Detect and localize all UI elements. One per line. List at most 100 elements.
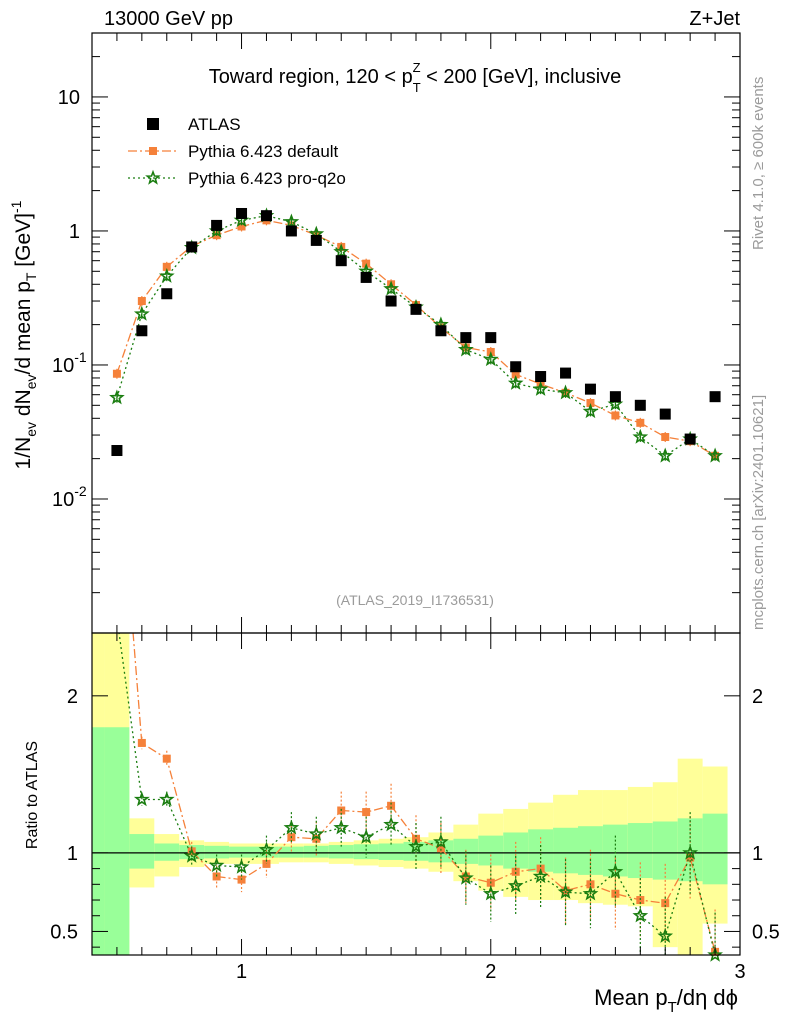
ratio-inner-band-bin [378, 843, 404, 860]
top-y-tick-label: 10-1 [52, 349, 87, 377]
mc-data-point [511, 370, 520, 379]
atlas-data-point [634, 399, 646, 411]
ratio-data-point [632, 907, 649, 923]
legend-label: Pythia 6.423 pro-q2o [188, 169, 346, 188]
ratio-data-point [611, 889, 620, 898]
mc-data-point [383, 280, 399, 296]
ratio-data-point [358, 828, 375, 844]
ratio-data-point [561, 886, 570, 895]
legend-marker [145, 169, 161, 185]
ratio-data-point [557, 883, 574, 899]
mc-data-point [657, 447, 674, 463]
atlas-data-point [535, 371, 547, 383]
atlas-data-point [410, 303, 422, 315]
ratio-data-point [383, 816, 399, 832]
ratio-data-point [607, 863, 624, 879]
ratio-data-point [258, 841, 275, 857]
legend-label: ATLAS [188, 115, 241, 134]
ratio-data-point [482, 885, 499, 901]
top-y-axis-label: 1/Nev dNev/d mean pT [GeV]-1 [8, 200, 39, 469]
ratio-data-point [457, 869, 474, 885]
x-axis-label: Mean pT/dη dϕ [594, 985, 738, 1016]
ratio-inner-band-bin [129, 834, 155, 869]
top-series-line [116, 215, 716, 457]
mc-data-point [137, 297, 146, 306]
ratio-data-point [436, 844, 445, 853]
top-y-tick-label: 10 [58, 87, 80, 109]
ratio-y-tick-label-left: 2 [67, 686, 78, 708]
mc-data-point [582, 403, 599, 419]
ratio-data-point [137, 738, 146, 747]
atlas-data-point [310, 234, 322, 246]
mc-data-point [457, 341, 474, 357]
ratio-data-point [707, 946, 723, 962]
ratio-inner-band-bin [204, 845, 230, 859]
legend-marker [149, 147, 157, 155]
mc-data-point [661, 433, 670, 442]
mc-data-point [586, 399, 595, 408]
ratio-inner-band-bin [702, 813, 728, 885]
ratio-y-tick-label-right: 0.5 [752, 921, 780, 943]
ratio-data-point [682, 844, 699, 860]
top-y-tick-exponent: -1 [74, 349, 87, 365]
top-series-line [116, 219, 716, 457]
top-y-tick-label: 10-2 [52, 483, 87, 511]
ratio-y-tick-label-left: 1 [67, 843, 78, 865]
mc-data-point [532, 380, 549, 396]
ratio-data-point [433, 833, 449, 849]
x-tick-label: 3 [734, 961, 745, 983]
mc-data-point [283, 213, 300, 229]
mc-data-point [158, 267, 175, 283]
mc-data-point [557, 384, 574, 400]
header-left-label: 13000 GeV pp [104, 8, 233, 30]
atlas-data-point [111, 445, 123, 457]
ratio-inner-band-bin [478, 835, 504, 866]
atlas-data-point [360, 271, 372, 283]
ratio-data-point [162, 754, 171, 763]
mc-data-point [237, 222, 246, 231]
mc-data-point [162, 262, 171, 271]
ratio-y-tick-label-right: 1 [752, 843, 763, 865]
mc-data-point [707, 447, 723, 463]
top-y-tick-label: 1 [69, 221, 80, 243]
atlas-data-point [236, 207, 248, 219]
ratio-data-point [233, 858, 250, 874]
atlas-data-point [285, 225, 297, 237]
ratio-data-point [532, 868, 549, 884]
ratio-uncertainty-bands [92, 633, 740, 955]
atlas-data-point [510, 361, 522, 373]
mc-data-point [133, 305, 150, 321]
mc-data-point [507, 375, 524, 390]
atlas-data-point [161, 288, 173, 300]
ratio-inner-band-bin [303, 845, 329, 858]
plot-title-sub: T [413, 80, 421, 95]
atlas-data-point [435, 325, 447, 337]
legend-label: Pythia 6.423 default [188, 142, 339, 161]
plot-title-post: < 200 [GeV], inclusive [421, 66, 622, 88]
analysis-watermark: (ATLAS_2019_I1736531) [336, 592, 494, 608]
header-right-label: Z+Jet [689, 8, 740, 30]
ratio-data-point [133, 791, 150, 807]
mc-data-point [333, 243, 350, 259]
legend-marker-atlas [147, 118, 159, 130]
atlas-data-point [186, 241, 198, 253]
atlas-data-point [136, 325, 148, 337]
x-tick-label: 2 [485, 961, 496, 983]
ratio-data-point [333, 819, 350, 835]
x-tick-label: 1 [236, 961, 247, 983]
atlas-data-point [609, 391, 621, 403]
ratio-inner-band-bin [278, 846, 304, 858]
plot-title-sup: Z [413, 60, 421, 75]
ratio-data-point [582, 885, 599, 901]
ratio-data-point [507, 877, 524, 893]
ratio-inner-band-bin [92, 727, 105, 955]
atlas-data-point [684, 433, 696, 445]
ratio-series-line [118, 633, 716, 955]
atlas-data-point [584, 383, 596, 395]
ratio-y-axis-label: Ratio to ATLAS [24, 741, 41, 849]
ratio-data-point [283, 819, 300, 835]
mc-data-point [112, 369, 121, 378]
mc-data-point [632, 428, 649, 444]
ratio-data-point [387, 801, 396, 810]
